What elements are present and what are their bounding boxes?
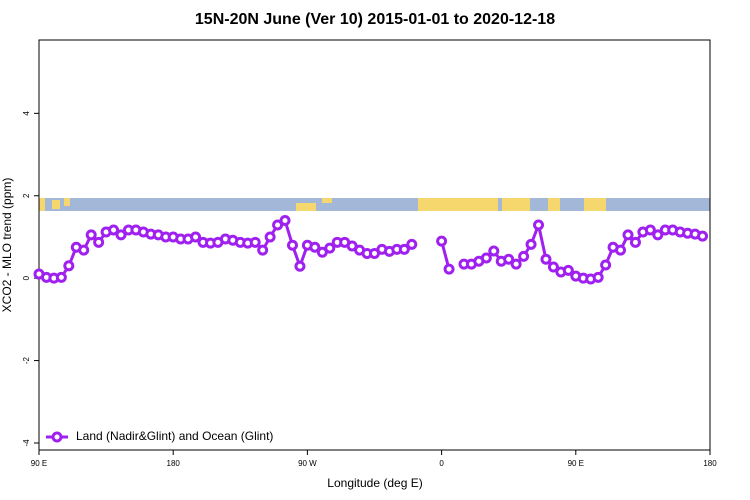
data-point <box>324 242 336 254</box>
data-point <box>108 224 120 236</box>
data-point <box>398 243 410 255</box>
data-point <box>600 259 612 271</box>
data-point <box>540 253 552 265</box>
y-tick-label: 4 <box>22 111 31 116</box>
data-point <box>249 236 261 248</box>
data-point <box>190 231 202 243</box>
data-point <box>63 260 75 272</box>
data-point <box>264 231 276 243</box>
x-tick-label: 0 <box>439 459 444 468</box>
data-point <box>78 244 90 256</box>
data-point <box>85 229 97 241</box>
y-tick-label: 0 <box>22 275 31 280</box>
plot-frame <box>38 39 711 451</box>
data-point <box>525 238 537 250</box>
data-point <box>622 229 634 241</box>
data-point <box>436 235 448 247</box>
data-point <box>286 239 298 251</box>
data-point <box>294 260 306 272</box>
y-tick-label: -2 <box>22 356 31 364</box>
data-point <box>309 241 321 253</box>
y-tick-label: -4 <box>22 439 31 447</box>
land-ocean-map <box>39 198 710 211</box>
data-point <box>406 238 418 250</box>
x-tick-label: 90 W <box>298 459 317 468</box>
data-point <box>697 230 709 242</box>
data-point <box>518 250 530 262</box>
data-point <box>592 271 604 283</box>
data-point <box>443 263 455 275</box>
chart-title: 15N-20N June (Ver 10) 2015-01-01 to 2020… <box>195 11 555 28</box>
data-point <box>615 244 627 256</box>
data-point <box>503 253 515 265</box>
x-tick-label: 90 E <box>31 459 47 468</box>
data-point <box>55 271 67 283</box>
data-point <box>644 224 656 236</box>
x-tick-label: 180 <box>703 459 717 468</box>
x-tick-label: 180 <box>167 459 181 468</box>
data-point <box>629 236 641 248</box>
legend: Land (Nadir&Glint) and Ocean (Glint) <box>46 429 273 443</box>
data-point <box>257 244 269 256</box>
data-point <box>510 258 522 270</box>
data-point <box>93 236 105 248</box>
legend-label: Land (Nadir&Glint) and Ocean (Glint) <box>76 429 273 443</box>
data-point <box>533 219 545 231</box>
data-point <box>480 252 492 264</box>
data-point <box>652 229 664 241</box>
y-tick-label: 2 <box>22 193 31 198</box>
data-point <box>562 264 574 276</box>
y-axis-label: XCO2 - MLO trend (ppm) <box>0 178 14 313</box>
data-point <box>488 245 500 257</box>
data-point <box>272 219 284 231</box>
data-point <box>547 261 559 273</box>
data-point <box>279 214 291 226</box>
x-tick-label: 90 E <box>568 459 584 468</box>
data-point <box>115 229 127 241</box>
x-axis-label: Longitude (deg E) <box>327 476 422 490</box>
